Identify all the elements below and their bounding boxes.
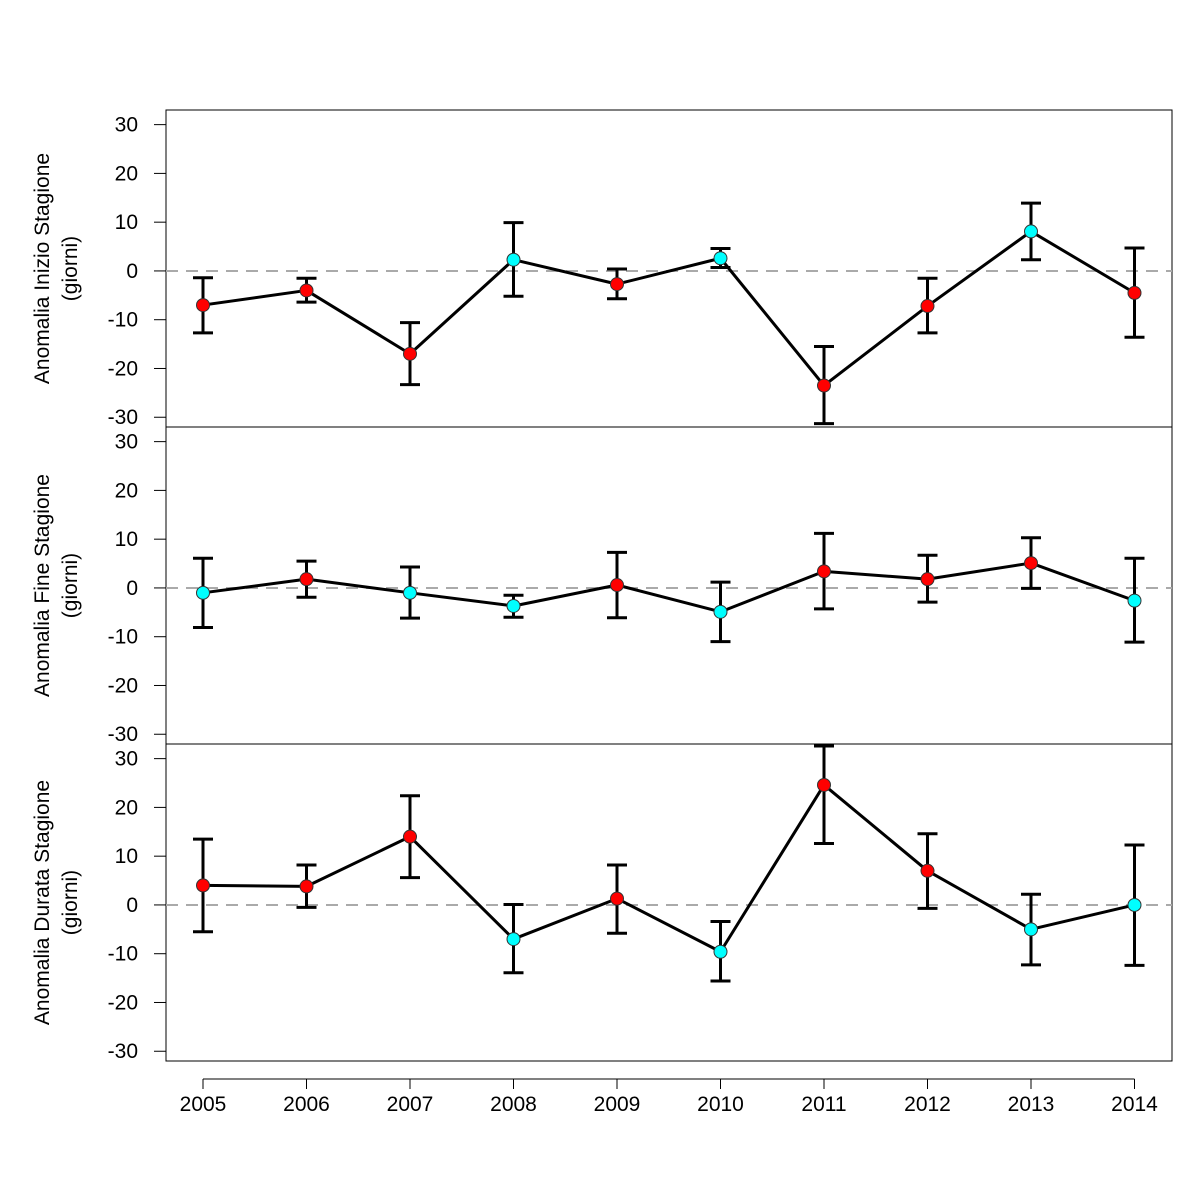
panel-1: -30 -20 -10 0 10 20 30 Anomalia Inizio Stagione…: [31, 109, 1173, 429]
data-point: [610, 891, 624, 906]
panel-2: -30 -20 -10 0 10 20 30 Anomalia Fine Stagione (g…: [31, 426, 1173, 746]
x-tick-label: 2008: [490, 1093, 537, 1116]
x-tick-label: 2005: [180, 1093, 227, 1116]
panel-frame: [165, 109, 1173, 428]
data-point: [610, 277, 624, 292]
y-axis-title: Anomalia Durata Stagione: [31, 780, 54, 1025]
data-point: [817, 777, 831, 792]
series-line: [202, 783, 1135, 954]
y-tick-label: 30: [115, 114, 138, 137]
y-tick-label: 0: [126, 894, 138, 917]
data-point: [1127, 593, 1142, 608]
x-tick-label: 2014: [1111, 1093, 1158, 1116]
data-point: [920, 299, 935, 314]
data-point: [196, 585, 210, 600]
data-point: [817, 564, 831, 579]
x-tick-label: 2013: [1008, 1093, 1055, 1116]
y-axis-subtitle: (giorni): [59, 553, 82, 618]
x-tick-label: 2009: [594, 1093, 641, 1116]
y-tick-label: 30: [115, 748, 138, 771]
y-tick-label: 10: [115, 528, 138, 551]
data-point: [196, 298, 210, 313]
y-tick-label: 0: [126, 260, 138, 283]
data-point: [920, 863, 935, 878]
y-tick-label: -10: [108, 309, 138, 332]
data-point: [506, 932, 521, 947]
data-point: [299, 572, 314, 587]
data-point: [403, 829, 417, 844]
y-tick-label: -30: [108, 1040, 138, 1063]
y-axis-subtitle: (giorni): [59, 236, 82, 301]
data-point: [920, 572, 935, 587]
y-tick-label: -10: [108, 943, 138, 966]
y-tick-label: 10: [115, 211, 138, 234]
data-point: [713, 944, 728, 959]
data-point: [1024, 556, 1038, 571]
data-point: [817, 378, 831, 393]
data-point: [299, 283, 314, 298]
y-tick-label: -20: [108, 674, 138, 697]
y-tick-label: 30: [115, 431, 138, 454]
x-tick-label: 2011: [801, 1093, 846, 1116]
y-tick-label: -30: [108, 723, 138, 746]
x-tick-label: 2010: [697, 1093, 744, 1116]
data-point: [403, 585, 417, 600]
data-point: [1024, 922, 1038, 937]
data-point: [1024, 224, 1038, 239]
data-point: [506, 252, 521, 267]
y-axis-title: Anomalia Inizio Stagione: [31, 153, 54, 384]
data-point: [299, 879, 314, 894]
data-point: [713, 251, 728, 266]
data-point: [506, 598, 521, 613]
y-tick-label: 0: [126, 577, 138, 600]
panel-frame: [165, 426, 1173, 745]
data-point: [713, 604, 728, 619]
y-tick-label: -20: [108, 357, 138, 380]
data-point: [196, 878, 210, 893]
y-axis-title: Anomalia Fine Stagione: [31, 474, 54, 697]
data-point: [1127, 285, 1142, 300]
series-line: [202, 561, 1136, 614]
y-tick-label: 10: [115, 845, 138, 868]
y-tick-label: 20: [115, 796, 138, 819]
y-tick-label: -30: [108, 406, 138, 429]
series-line: [202, 229, 1136, 388]
y-tick-label: 20: [115, 479, 138, 502]
x-tick-label: 2007: [387, 1093, 434, 1116]
y-tick-label: -10: [108, 626, 138, 649]
x-tick-label: 2006: [283, 1093, 330, 1116]
y-tick-label: -20: [108, 991, 138, 1014]
y-tick-label: 20: [115, 162, 138, 185]
x-tick-label: 2012: [904, 1093, 951, 1116]
data-point: [403, 346, 417, 361]
error-bar: [814, 744, 834, 845]
data-point: [610, 578, 624, 593]
y-axis-subtitle: (giorni): [59, 870, 82, 935]
panel-3: -30 -20 -10 0 10 20 30 Anomalia Durata Stagione…: [31, 743, 1173, 1116]
data-point: [1127, 897, 1142, 912]
panel-frame: [165, 743, 1173, 1062]
